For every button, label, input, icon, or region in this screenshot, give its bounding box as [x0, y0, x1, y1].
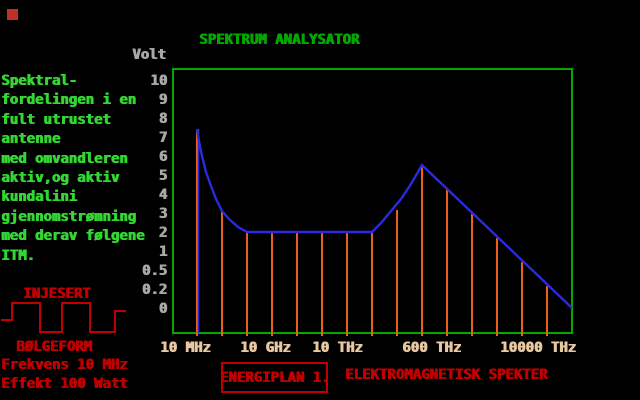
spectrum-footer-label: ELEKTROMAGNETISK SPEKTER [345, 367, 548, 383]
frequency-label: Frekvens 10 MHz [1, 357, 128, 373]
spectral-description-line: Spektral- [1, 73, 77, 89]
x-tick-label: 600 THz [402, 340, 462, 356]
energiplan-label: ENERGIPLAN 1. [219, 369, 330, 386]
spectral-description-line: ITM. [1, 247, 35, 264]
y-tick-label: 4 [158, 187, 167, 203]
y-tick-label: 1 [158, 244, 167, 260]
y-tick-label: 10 [150, 73, 167, 89]
y-axis-title: Volt [132, 47, 166, 63]
y-tick-label: 5 [158, 168, 167, 184]
x-tick-label: 10 THz [312, 340, 363, 356]
spectral-description-line: med derav følgene [1, 228, 145, 245]
x-tick-label: 10000 THz [500, 340, 576, 356]
spectral-description-line: kundalini [1, 189, 77, 206]
y-tick-label: 0.5 [141, 263, 167, 279]
y-tick-label: 3 [158, 206, 167, 222]
spectral-description-line: aktiv,og aktiv [1, 169, 120, 186]
x-tick-label: 10 MHz [160, 340, 211, 356]
spectrum-curve [195, 128, 573, 309]
power-label: Effekt 100 Watt [1, 376, 128, 392]
y-tick-label: 8 [158, 111, 167, 127]
y-tick-label: 0.2 [141, 282, 167, 298]
spectral-description-line: antenne [1, 131, 61, 148]
square-wave-shape [1, 302, 126, 333]
y-tick-label: 9 [158, 92, 167, 108]
spectral-description-line: gjennomstrømning [1, 208, 136, 225]
spectral-description: Spektral-fordelingen i en fult utrustet an… [1, 73, 144, 267]
y-tick-label: 0 [158, 301, 167, 317]
waveform-label: BØLGEFORM [16, 339, 92, 355]
injected-title: INJESERT [23, 286, 91, 302]
y-tick-label: 2 [158, 225, 167, 241]
spectral-description-line: fult utrustet [1, 111, 111, 128]
y-tick-label: 7 [158, 130, 167, 146]
page-title: SPEKTRUM ANALYSATOR [199, 32, 360, 48]
spectral-description-line: fordelingen i en [1, 92, 136, 109]
energiplan-box: ENERGIPLAN 1. [219, 362, 330, 393]
x-tick-label: 10 GHz [240, 340, 291, 356]
spectral-description-line: med omvandleren [1, 150, 128, 167]
red-marker-square [7, 9, 18, 20]
y-tick-label: 6 [158, 149, 167, 165]
